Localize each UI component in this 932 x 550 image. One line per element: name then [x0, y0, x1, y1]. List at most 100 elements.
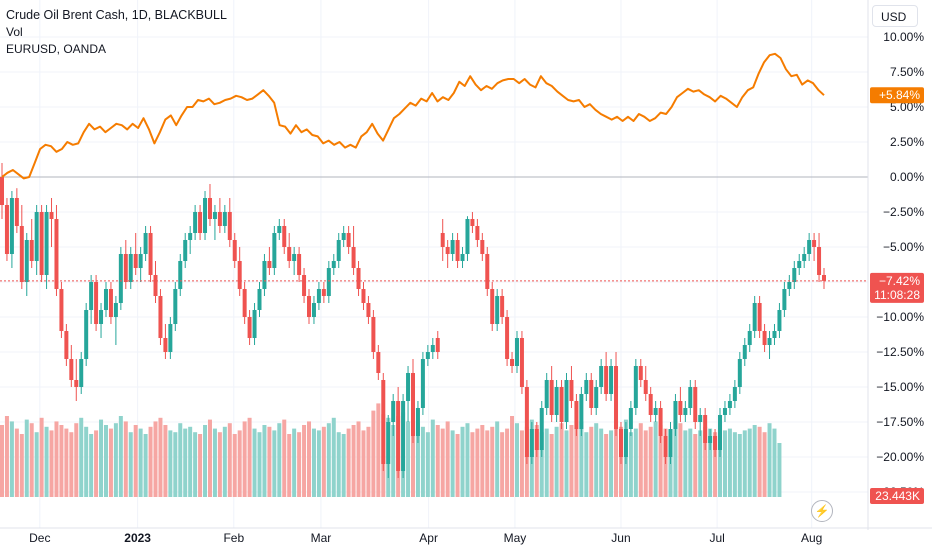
- candle-body: [222, 212, 227, 226]
- candle-body: [103, 289, 108, 310]
- volume-bar: [341, 434, 346, 497]
- volume-bar: [737, 434, 742, 497]
- volume-bar: [346, 428, 351, 497]
- volume-bar: [227, 423, 232, 497]
- volume-bar: [519, 430, 524, 497]
- candle-body: [227, 212, 232, 240]
- volume-bar: [94, 430, 99, 497]
- volume-bar: [99, 419, 104, 497]
- candle-body: [549, 380, 554, 415]
- y-tick-label: 5.00%: [890, 100, 924, 114]
- volume-bar: [554, 426, 559, 497]
- volume-bar: [698, 430, 703, 497]
- volume-bar: [767, 423, 772, 497]
- candle-body: [193, 212, 198, 233]
- volume-bar: [638, 423, 643, 497]
- candle-body: [430, 345, 435, 352]
- candle-body: [594, 387, 599, 408]
- candle-body: [292, 254, 297, 261]
- compare-series-title[interactable]: EURUSD, OANDA: [6, 42, 107, 56]
- volume-bar: [480, 425, 485, 497]
- candle-body: [133, 254, 138, 268]
- volume-bar: [752, 425, 757, 497]
- currency-button[interactable]: USD: [872, 5, 918, 27]
- candle-body: [376, 352, 381, 373]
- volume-bar: [138, 428, 143, 497]
- candle-body: [123, 254, 128, 282]
- candle-body: [425, 352, 430, 359]
- candle-body: [406, 373, 411, 401]
- volume-bar: [490, 426, 495, 497]
- volume-bar: [108, 428, 113, 497]
- volume-bar: [559, 423, 564, 497]
- candle-body: [391, 401, 396, 422]
- volume-bar: [450, 430, 455, 497]
- candle-body: [168, 324, 173, 352]
- volume-bar: [203, 425, 208, 497]
- candle-body: [381, 380, 386, 464]
- volume-bar: [772, 428, 777, 497]
- volume-bar: [391, 425, 396, 497]
- lightning-icon[interactable]: ⚡: [811, 500, 833, 522]
- volume-bar: [257, 432, 262, 497]
- volume-bar: [440, 428, 445, 497]
- candle-body: [297, 254, 302, 275]
- volume-bar: [445, 421, 450, 497]
- candle-body: [183, 240, 188, 261]
- candle-body: [69, 359, 74, 380]
- volume-bar: [604, 434, 609, 497]
- volume-bar: [693, 434, 698, 497]
- volume-indicator-title[interactable]: Vol: [6, 25, 23, 39]
- volume-bar: [287, 434, 292, 497]
- volume-bar: [89, 434, 94, 497]
- volume-bar: [84, 426, 89, 497]
- volume-bar: [307, 421, 312, 497]
- candle-body: [371, 317, 376, 352]
- volume-bar: [727, 428, 732, 497]
- volume-bar: [311, 428, 316, 497]
- volume-bar: [534, 425, 539, 497]
- candle-body: [524, 387, 529, 457]
- volume-bar: [39, 417, 44, 497]
- candle-body: [356, 268, 361, 289]
- candle-body: [44, 212, 49, 275]
- volume-bar: [292, 428, 297, 497]
- candle-body: [792, 268, 797, 282]
- candle-body: [628, 408, 633, 429]
- x-tick-label: Aug: [801, 531, 822, 545]
- price-last-label-bg: [870, 272, 924, 303]
- volume-bar: [762, 432, 767, 497]
- price-last-label: −7.42%: [879, 274, 920, 288]
- candle-body: [203, 198, 208, 233]
- candle-body: [633, 366, 638, 408]
- volume-bar: [0, 425, 4, 497]
- candle-body: [772, 331, 777, 338]
- volume-bar: [198, 434, 203, 497]
- volume-bar: [272, 430, 277, 497]
- volume-bar: [777, 443, 782, 497]
- volume-bars: [0, 403, 782, 497]
- y-axis[interactable]: 10.00% 7.50% 5.00% 2.50% 0.00% −2.50% −5.00% −7…: [867, 0, 924, 530]
- volume-bar: [633, 428, 638, 497]
- y-tick-label: −17.50%: [876, 415, 924, 429]
- candle-body: [544, 380, 549, 408]
- volume-bar: [143, 434, 148, 497]
- candle-body: [599, 366, 604, 387]
- candle-body: [84, 310, 89, 359]
- volume-bar: [242, 421, 247, 497]
- candle-body: [703, 415, 708, 443]
- candle-body: [648, 394, 653, 415]
- candle-body: [420, 359, 425, 408]
- main-series-title[interactable]: Crude Oil Brent Cash, 1D, BLACKBULL: [6, 8, 227, 22]
- volume-bar: [411, 428, 415, 497]
- volume-bar: [539, 432, 544, 497]
- y-tick-label: −10.00%: [876, 310, 924, 324]
- candle-body: [307, 296, 312, 317]
- volume-bar: [302, 425, 307, 497]
- volume-bar: [188, 426, 193, 497]
- candle-body: [539, 408, 544, 450]
- x-axis[interactable]: Dec 2023 Feb Mar Apr May Jun Jul Aug: [0, 527, 932, 545]
- candle-body: [143, 233, 148, 254]
- candle-body: [519, 338, 524, 387]
